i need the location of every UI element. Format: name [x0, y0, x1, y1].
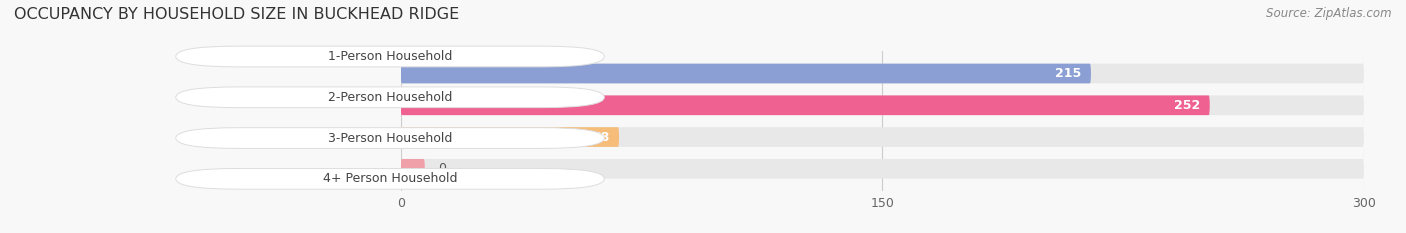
FancyBboxPatch shape — [401, 96, 1209, 115]
Text: 215: 215 — [1054, 67, 1081, 80]
FancyBboxPatch shape — [401, 159, 1364, 179]
FancyBboxPatch shape — [401, 159, 425, 179]
Text: 0: 0 — [437, 162, 446, 175]
Text: 68: 68 — [592, 130, 609, 144]
Text: 252: 252 — [1174, 99, 1201, 112]
FancyBboxPatch shape — [401, 96, 1364, 115]
Text: 3-Person Household: 3-Person Household — [328, 132, 453, 144]
FancyBboxPatch shape — [401, 127, 1364, 147]
Text: 2-Person Household: 2-Person Household — [328, 91, 453, 104]
FancyBboxPatch shape — [401, 64, 1364, 83]
Text: Source: ZipAtlas.com: Source: ZipAtlas.com — [1267, 7, 1392, 20]
Text: 4+ Person Household: 4+ Person Household — [323, 172, 457, 185]
FancyBboxPatch shape — [401, 127, 619, 147]
FancyBboxPatch shape — [401, 64, 1091, 83]
Text: OCCUPANCY BY HOUSEHOLD SIZE IN BUCKHEAD RIDGE: OCCUPANCY BY HOUSEHOLD SIZE IN BUCKHEAD … — [14, 7, 460, 22]
Text: 1-Person Household: 1-Person Household — [328, 50, 453, 63]
